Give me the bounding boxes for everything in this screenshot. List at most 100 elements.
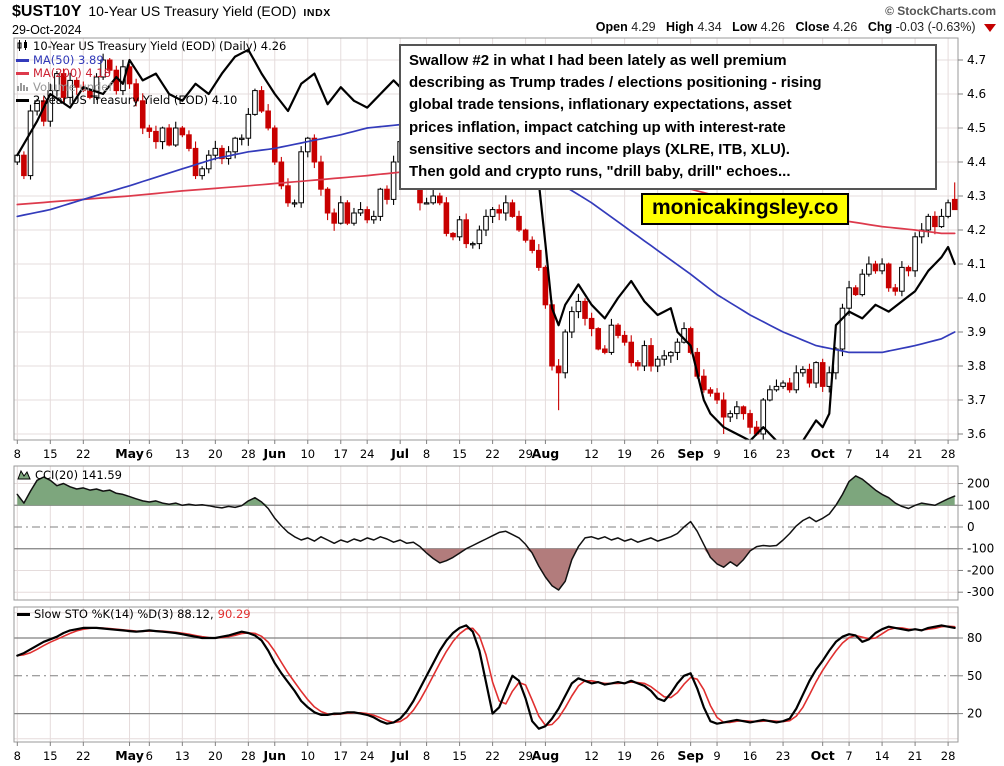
candle — [588, 317, 595, 330]
candle — [740, 406, 747, 415]
main-x-tick: 26 — [650, 447, 665, 461]
candle — [384, 188, 390, 200]
candle — [212, 147, 219, 156]
main-x-tick: 16 — [743, 447, 758, 461]
main-x-tick: 22 — [485, 447, 500, 461]
candle — [516, 215, 522, 231]
candle — [635, 362, 641, 367]
main-x-tick: 28 — [941, 447, 956, 461]
low-value: 4.26 — [760, 20, 785, 34]
bottom-x-tick: 20 — [208, 749, 223, 763]
candle — [351, 212, 357, 224]
open-label: Open — [595, 20, 628, 34]
candle — [872, 263, 879, 272]
candlestick-icon — [16, 39, 29, 55]
close-value: 4.26 — [832, 20, 858, 34]
legend-row-volume: Volume undef — [16, 80, 286, 95]
candle — [899, 266, 905, 292]
main-x-tick: 24 — [360, 447, 375, 461]
sto-y-tick: 20 — [967, 707, 982, 721]
candle — [562, 331, 569, 374]
ma200-label: MA(200) 4.18 — [33, 66, 111, 80]
ma50-line-icon — [16, 58, 29, 62]
candle — [555, 365, 562, 374]
candle — [469, 243, 476, 246]
annotation-line: prices inflation, impact catching up wit… — [409, 118, 786, 136]
candle — [357, 209, 364, 214]
candle — [569, 311, 575, 333]
candle — [641, 345, 648, 367]
main-chart-legend: 10-Year US Treasury Yield (EOD) (Daily) … — [16, 39, 286, 108]
candle — [727, 413, 734, 418]
candle — [271, 127, 278, 163]
bottom-x-tick: 13 — [175, 749, 190, 763]
bottom-x-tick: 21 — [908, 749, 923, 763]
chart-date: 29-Oct-2024 — [12, 23, 82, 37]
candle — [344, 202, 351, 224]
sto-k-line — [16, 624, 956, 730]
candle — [126, 66, 133, 85]
main-x-tick: 15 — [43, 447, 58, 461]
candle — [813, 362, 819, 384]
bottom-x-tick: 8 — [423, 749, 430, 763]
sto-d-value: 90.29 — [217, 607, 251, 621]
main-x-tick: Sep — [677, 446, 703, 461]
candle — [390, 161, 397, 200]
candle — [720, 399, 727, 418]
candle — [278, 161, 285, 187]
main-x-tick: Oct — [811, 446, 835, 461]
annotation-line: global trade tensions, inflationary expe… — [409, 96, 792, 114]
legend-row-overlay: 2-Year US Treasury Yield (EOD) 4.10 — [16, 93, 286, 108]
cci-y-tick: 200 — [967, 477, 990, 491]
main-y-tick: 3.6 — [967, 427, 986, 441]
candle — [423, 202, 430, 205]
candle — [529, 239, 536, 251]
bottom-x-tick: 15 — [43, 749, 58, 763]
bottom-x-tick: 10 — [300, 749, 315, 763]
annotation-box: Swallow #2 in what I had been lately as … — [399, 44, 937, 191]
candle — [186, 134, 192, 149]
candle — [780, 382, 786, 387]
candle — [608, 324, 615, 353]
candle — [291, 202, 298, 205]
sto-k-label: Slow STO %K(14) %D(3) 88.12, — [34, 607, 214, 621]
candle — [852, 287, 859, 296]
candle — [370, 215, 377, 221]
main-x-tick: 12 — [584, 447, 599, 461]
candle — [456, 219, 463, 238]
candle — [258, 90, 265, 112]
chg-label: Chg — [867, 20, 893, 34]
cci-y-tick: 100 — [967, 498, 990, 512]
bottom-x-tick: 8 — [14, 749, 21, 763]
candle — [450, 232, 456, 238]
candle — [536, 249, 542, 268]
main-x-tick: Jun — [263, 446, 286, 461]
candle — [324, 188, 331, 214]
candle — [648, 345, 654, 367]
candle — [232, 137, 238, 153]
candle — [747, 413, 753, 428]
candle — [205, 154, 212, 170]
bottom-x-tick: 19 — [617, 749, 632, 763]
candle — [575, 300, 582, 313]
candle — [331, 212, 337, 224]
candle — [199, 168, 205, 177]
candle — [773, 385, 780, 391]
candle — [311, 137, 318, 163]
candle — [945, 202, 951, 217]
main-x-tick: Aug — [532, 446, 560, 461]
candle — [219, 147, 225, 160]
high-value: 4.34 — [697, 20, 722, 34]
main-y-tick: 4.7 — [967, 53, 986, 67]
candle — [859, 273, 866, 296]
main-y-tick: 4.5 — [967, 121, 986, 135]
main-y-tick: 4.4 — [967, 155, 986, 169]
chg-dropdown-triangle-icon[interactable] — [984, 23, 996, 32]
candle — [159, 127, 166, 143]
candle — [252, 90, 258, 115]
candle — [443, 202, 450, 234]
sto-y-tick: 50 — [967, 669, 982, 683]
main-x-tick: 21 — [908, 447, 923, 461]
candle — [298, 151, 304, 204]
